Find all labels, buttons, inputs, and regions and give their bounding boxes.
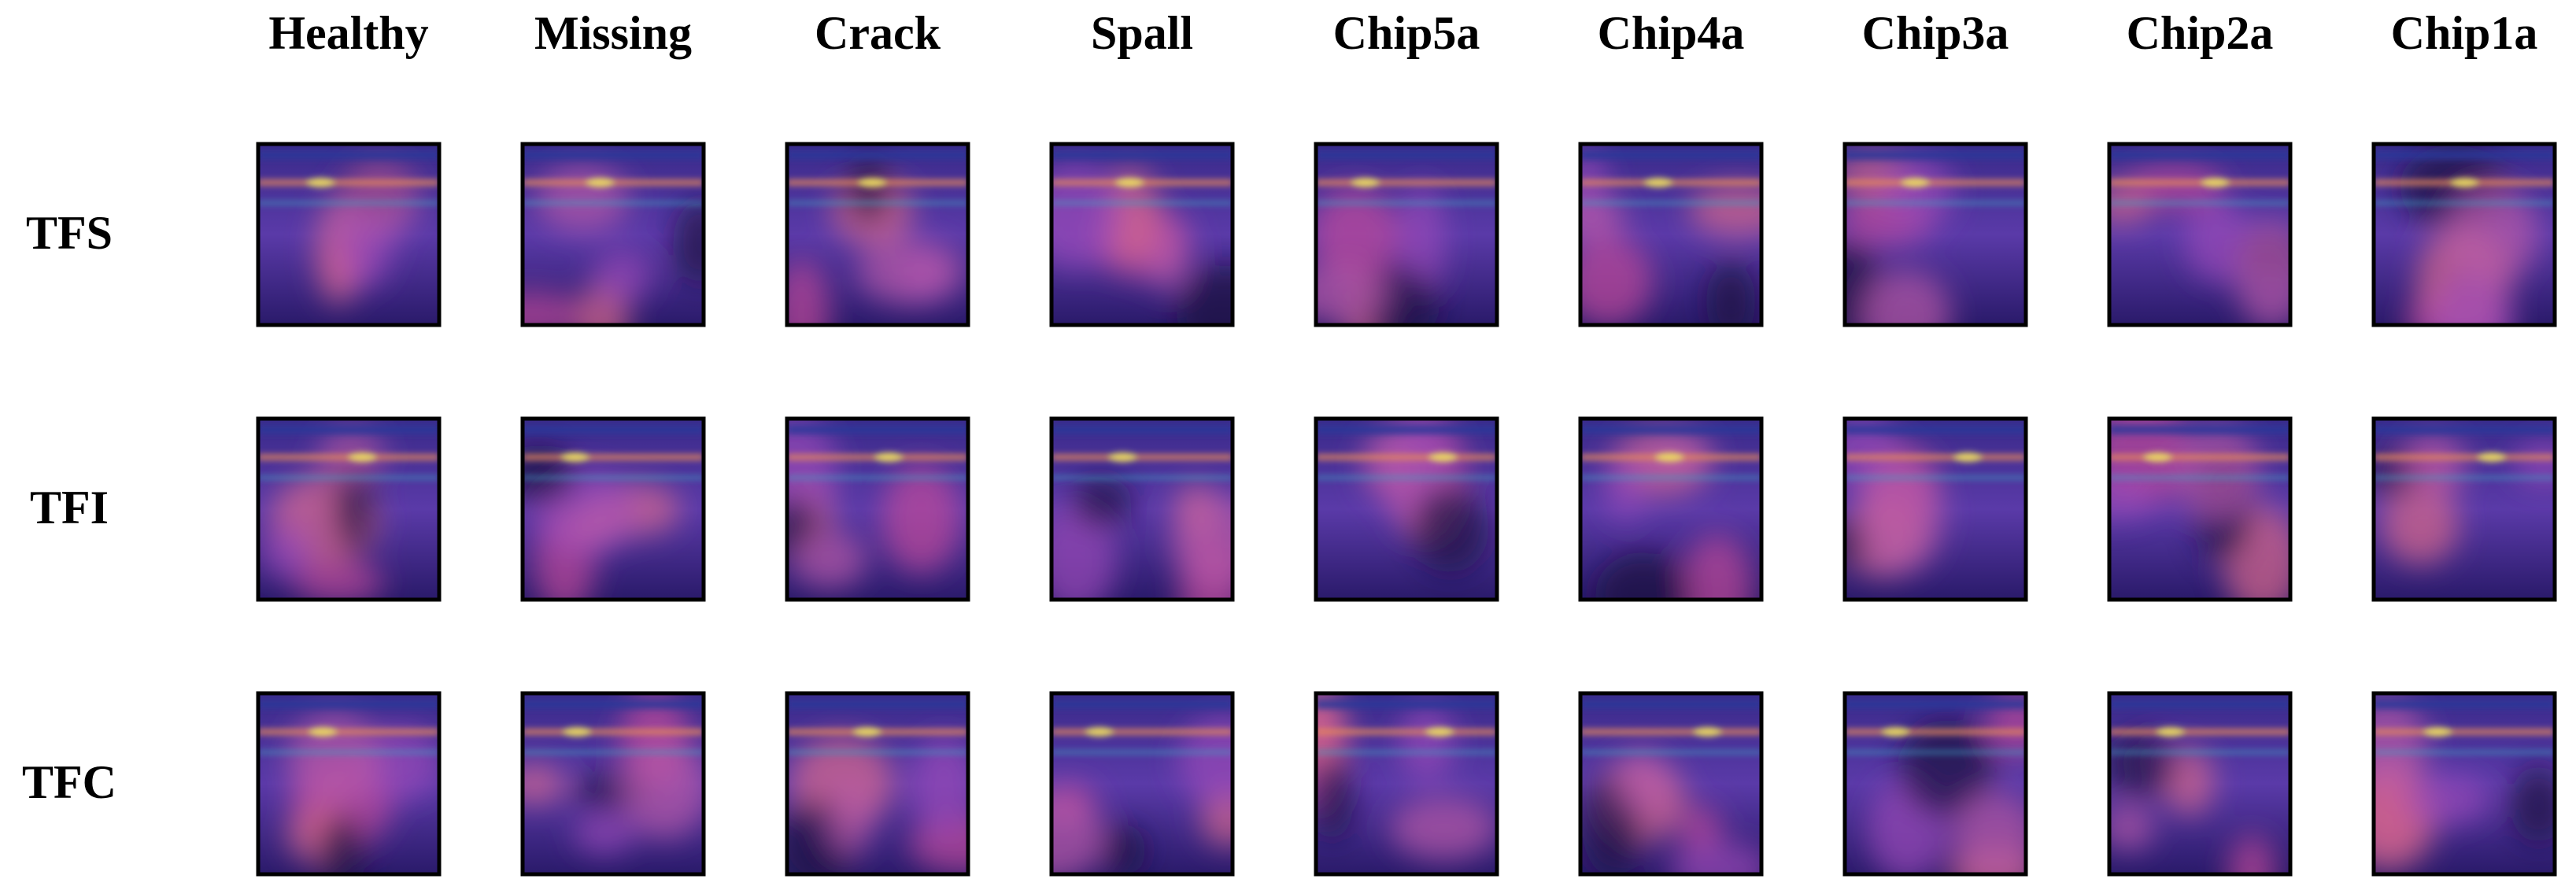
column-header: Spall <box>1091 7 1193 59</box>
heatmap <box>520 416 706 602</box>
heatmap <box>520 142 706 327</box>
column-header: Missing <box>534 7 692 59</box>
heatmap <box>2371 691 2557 877</box>
heatmap <box>1578 691 1764 877</box>
heatmap <box>1842 691 2028 877</box>
column-header: Chip4a <box>1598 7 1745 59</box>
column-header: Chip2a <box>2127 7 2274 59</box>
heatmap <box>1578 416 1764 602</box>
heatmap <box>1314 142 1499 327</box>
heatmap <box>2107 142 2293 327</box>
heatmap <box>1842 416 2028 602</box>
heatmap <box>1578 142 1764 327</box>
heatmap <box>1049 416 1235 602</box>
heatmap <box>785 142 970 327</box>
heatmap <box>2107 416 2293 602</box>
column-header: Crack <box>815 7 941 59</box>
column-header: Healthy <box>268 7 428 59</box>
heatmap <box>520 691 706 877</box>
heatmap <box>2107 691 2293 877</box>
heatmap <box>256 691 442 877</box>
column-header: Chip1a <box>2391 7 2538 59</box>
heatmap <box>256 416 442 602</box>
heatmap <box>2371 142 2557 327</box>
row-label: TFS <box>26 207 113 259</box>
column-header: Chip5a <box>1333 7 1480 59</box>
heatmap <box>785 691 970 877</box>
heatmap <box>256 142 442 327</box>
heatmap <box>1314 691 1499 877</box>
heatmap <box>1314 416 1499 602</box>
heatmap <box>1049 142 1235 327</box>
heatmap <box>1842 142 2028 327</box>
row-label: TFC <box>22 756 116 808</box>
heatmap <box>785 416 970 602</box>
heatmap <box>1049 691 1235 877</box>
row-label: TFI <box>30 482 109 534</box>
heatmap <box>2371 416 2557 602</box>
column-header: Chip3a <box>1862 7 2009 59</box>
